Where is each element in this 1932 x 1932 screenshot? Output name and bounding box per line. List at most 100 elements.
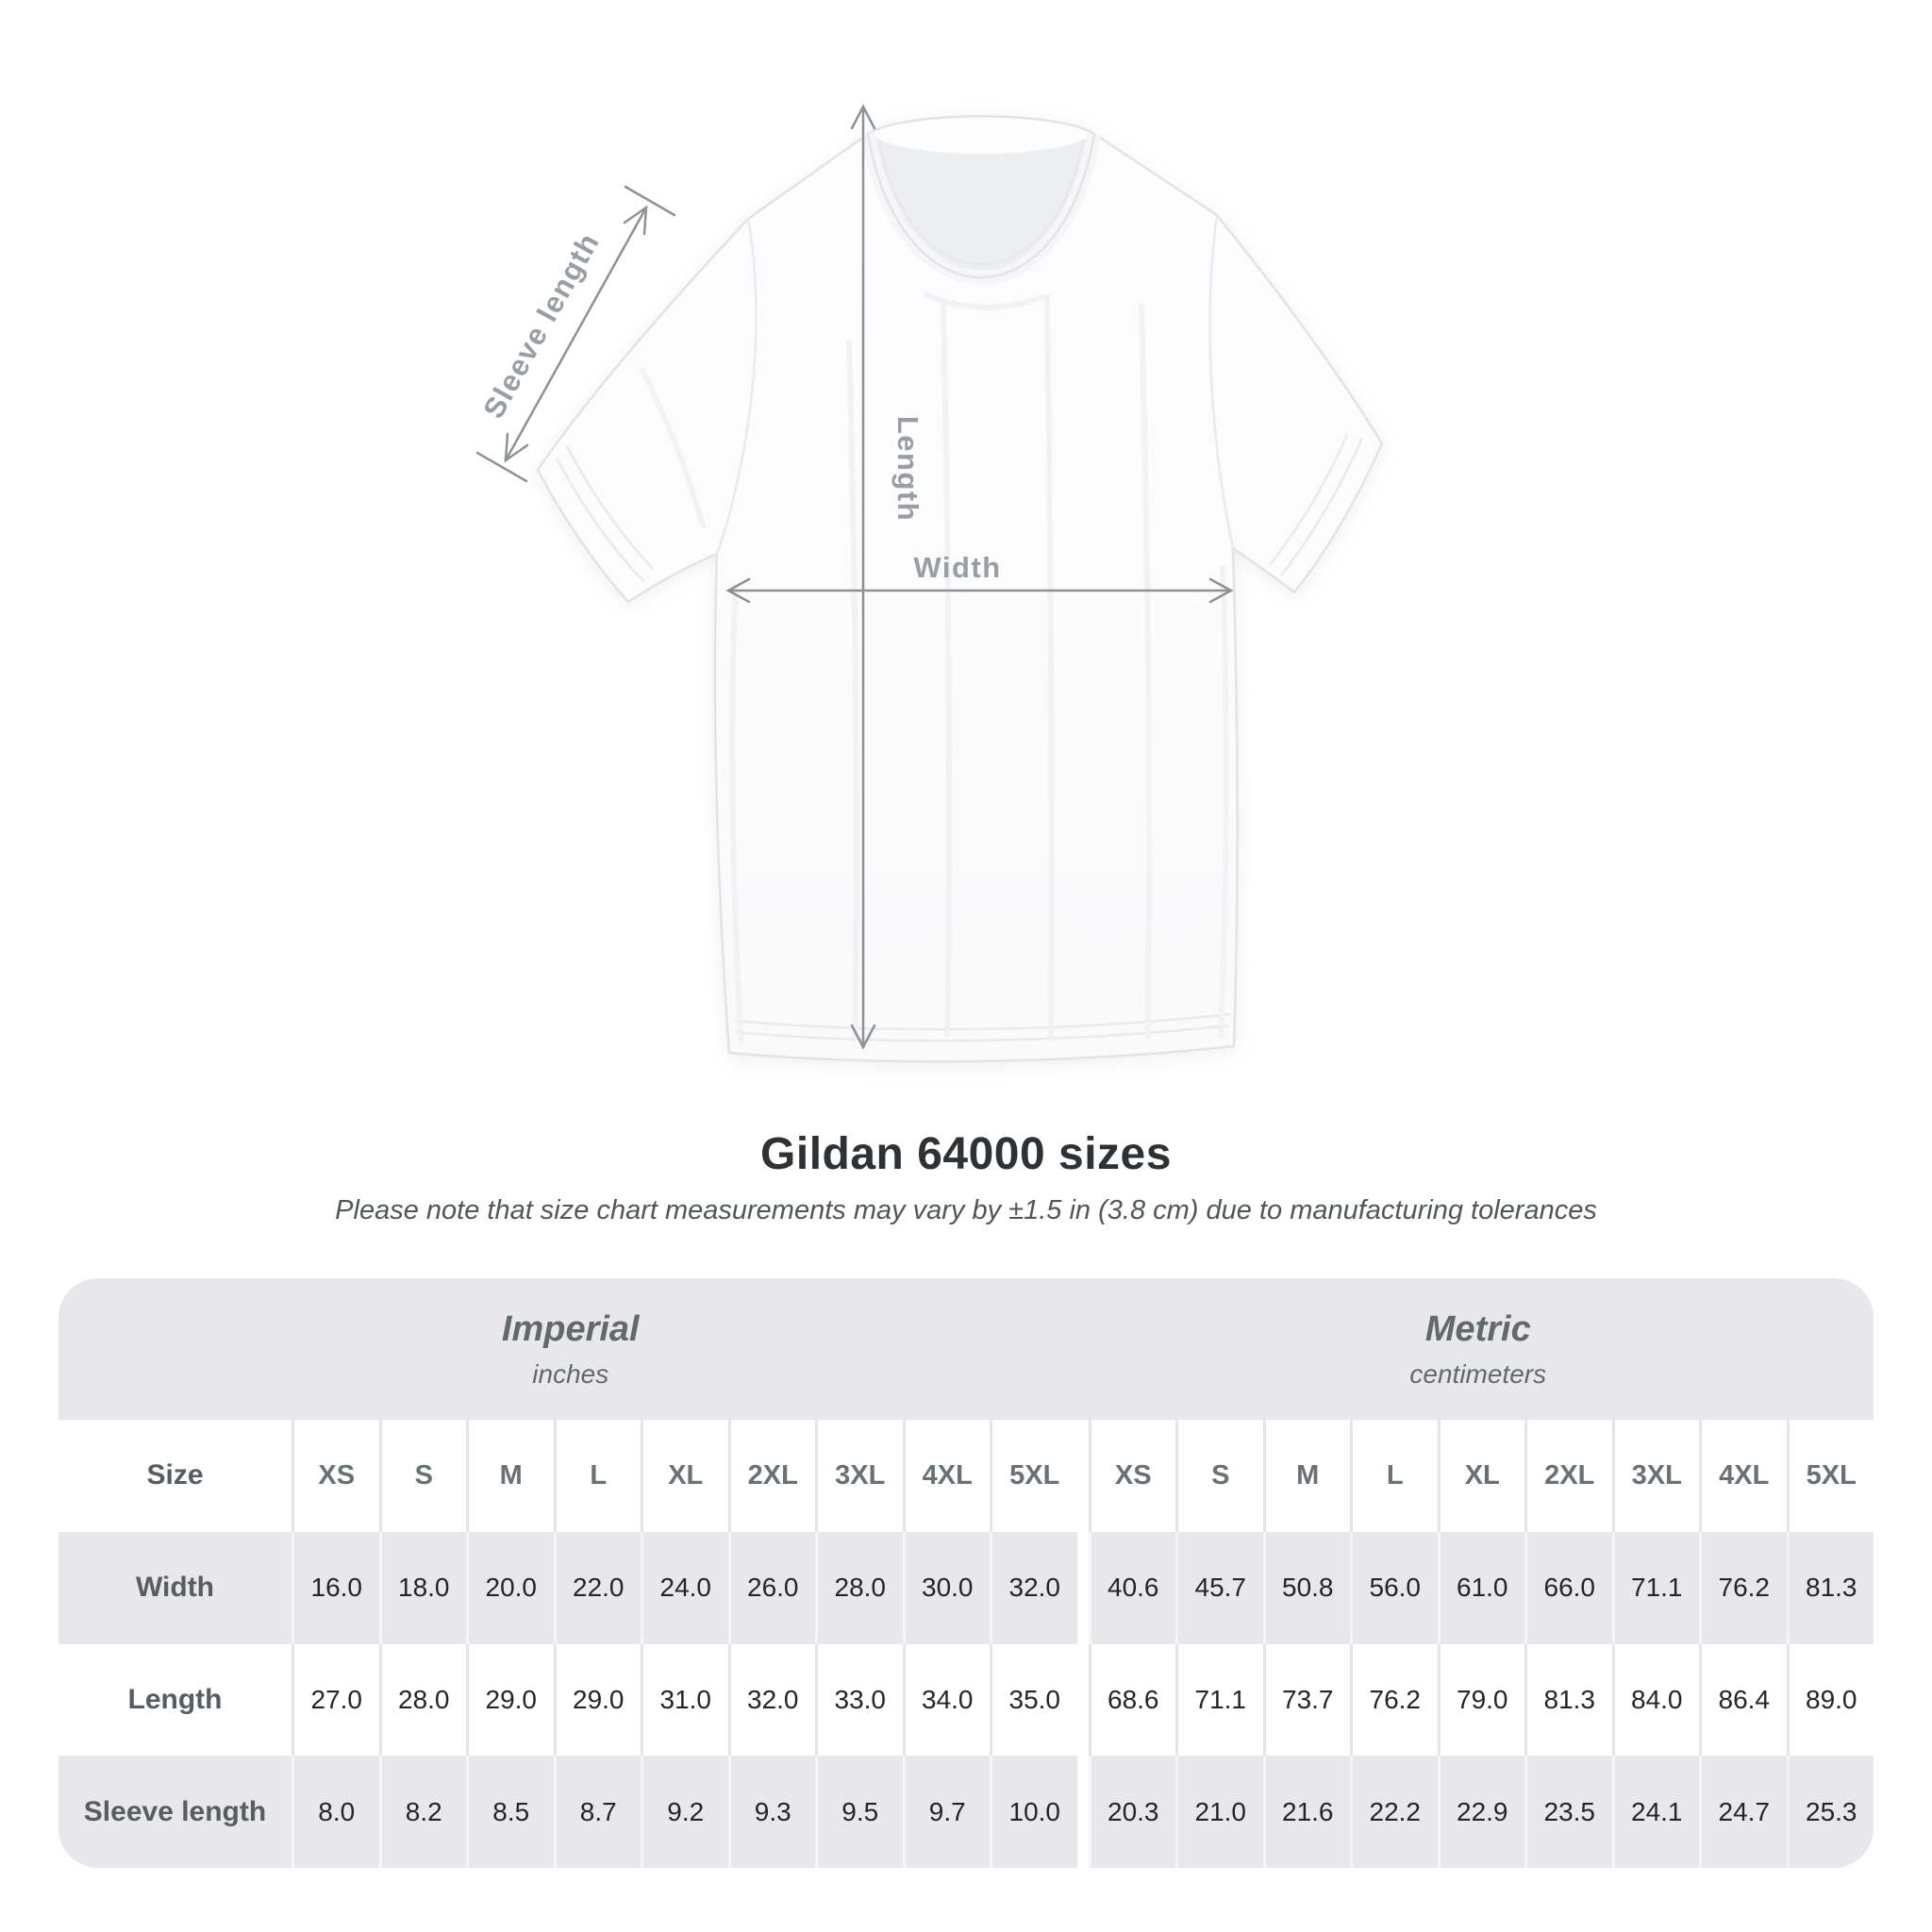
measurement-cell: 20.3: [1088, 1756, 1175, 1868]
measurement-cell: 31.0: [641, 1643, 728, 1757]
measurement-cell: 76.2: [1350, 1643, 1438, 1757]
measurement-cell: 50.8: [1262, 1531, 1350, 1644]
measurement-cell: 9.7: [902, 1756, 990, 1868]
size-header-imperial: L: [553, 1420, 641, 1532]
measurement-cell: 89.0: [1786, 1643, 1874, 1757]
size-header-metric: XS: [1088, 1420, 1175, 1532]
size-header-metric: 3XL: [1611, 1420, 1699, 1532]
measurement-cell: 71.1: [1175, 1643, 1263, 1757]
measurement-cell: 28.0: [378, 1643, 466, 1757]
size-header-metric: 4XL: [1699, 1420, 1787, 1532]
measurement-cell: 32.0: [727, 1643, 815, 1757]
size-header-metric: XL: [1437, 1420, 1524, 1532]
measurement-cell: 81.3: [1786, 1531, 1874, 1644]
fabric-folds: [639, 291, 1229, 1044]
measurement-cell: 61.0: [1437, 1531, 1524, 1644]
imperial-header: Imperial inches: [58, 1278, 1083, 1420]
unit-divider: [1076, 1643, 1089, 1757]
measurement-cell: 22.9: [1437, 1756, 1524, 1868]
collar-outer-edge: [866, 133, 1096, 279]
measurement-cell: 21.0: [1175, 1756, 1263, 1868]
measurement-cell: 9.2: [641, 1756, 728, 1868]
measurement-cell: 8.5: [466, 1756, 554, 1868]
collar-inner-edge: [878, 139, 1084, 266]
size-header-metric: S: [1175, 1420, 1263, 1532]
measurement-cell: 76.2: [1699, 1531, 1787, 1644]
tshirt-graphic: Sleeve length Length Width: [475, 104, 1384, 1063]
measurement-cell: 25.3: [1786, 1756, 1874, 1868]
size-header-metric: L: [1350, 1420, 1438, 1532]
measurement-cell: 40.6: [1088, 1531, 1175, 1644]
measurement-cell: 71.1: [1611, 1531, 1699, 1644]
measurement-cell: 9.3: [727, 1756, 815, 1868]
page-title: Gildan 64000 sizes: [760, 1129, 1172, 1179]
measurement-cell: 9.5: [815, 1756, 903, 1868]
measurement-cell: 30.0: [902, 1531, 990, 1644]
metric-header: Metric centimeters: [1083, 1278, 1874, 1420]
seam-lines: [555, 214, 1364, 1042]
size-header-metric: M: [1262, 1420, 1350, 1532]
neck-opening: [868, 134, 1094, 277]
measurement-cell: 66.0: [1524, 1531, 1612, 1644]
measurement-cell: 8.7: [553, 1756, 641, 1868]
measurement-cell: 84.0: [1611, 1643, 1699, 1757]
metric-unit-label: centimeters: [1409, 1358, 1547, 1389]
measurement-cell: 16.0: [291, 1531, 379, 1644]
size-header-metric: 2XL: [1524, 1420, 1612, 1532]
measurement-cell: 21.6: [1262, 1756, 1350, 1868]
imperial-label: Imperial: [501, 1308, 640, 1349]
measurement-cell: 34.0: [902, 1643, 990, 1757]
title-block: Gildan 64000 sizes Please note that size…: [0, 1128, 1932, 1226]
measurement-cell: 24.1: [1611, 1756, 1699, 1868]
size-header-imperial: XL: [641, 1420, 728, 1532]
width-arrow: [725, 577, 1234, 604]
measurement-cell: 24.0: [641, 1531, 728, 1644]
size-header-imperial: XS: [291, 1420, 379, 1532]
unit-header-band: Imperial inches Metric centimeters: [58, 1278, 1874, 1420]
length-label: Length: [891, 416, 924, 522]
measurement-cell: 28.0: [815, 1531, 903, 1644]
row-label: Sleeve length: [58, 1756, 291, 1868]
measurement-cell: 35.0: [990, 1643, 1077, 1757]
measurement-cell: 22.0: [553, 1531, 641, 1644]
unit-divider: [1076, 1756, 1089, 1868]
measurement-cell: 29.0: [466, 1643, 554, 1757]
size-header-imperial: S: [378, 1420, 466, 1532]
measurement-cell: 45.7: [1175, 1531, 1263, 1644]
measurement-cell: 81.3: [1524, 1643, 1612, 1757]
imperial-unit-label: inches: [532, 1358, 609, 1389]
measurement-cell: 73.7: [1262, 1643, 1350, 1757]
measurement-cell: 23.5: [1524, 1756, 1612, 1868]
measurement-cell: 79.0: [1437, 1643, 1524, 1757]
size-header-imperial: 2XL: [727, 1420, 815, 1532]
tolerance-note: Please note that size chart measurements…: [335, 1195, 1597, 1225]
measurement-cell: 68.6: [1088, 1643, 1175, 1757]
size-header-imperial: 4XL: [902, 1420, 990, 1532]
measurement-cell: 32.0: [990, 1531, 1077, 1644]
row-label: Width: [58, 1531, 291, 1644]
measurement-cell: 29.0: [553, 1643, 641, 1757]
sleeve-length-arrow: [475, 185, 676, 483]
measurement-cell: 56.0: [1350, 1531, 1438, 1644]
size-grid: Size XS S M L XL 2XL 3XL 4XL 5XL XS S M L XL 2XL 3XL 4XL 5…: [58, 1420, 1874, 1868]
measurement-cell: 22.2: [1350, 1756, 1438, 1868]
size-table: Imperial inches Metric centimeters Size X…: [58, 1278, 1874, 1868]
measurement-cell: 24.7: [1699, 1756, 1787, 1868]
size-header-metric: 5XL: [1786, 1420, 1874, 1532]
measurement-cell: 18.0: [378, 1531, 466, 1644]
unit-divider: [1076, 1531, 1089, 1644]
tshirt-silhouette: [536, 115, 1384, 1063]
metric-label: Metric: [1424, 1308, 1531, 1349]
size-header-imperial: M: [466, 1420, 554, 1532]
measurement-cell: 8.0: [291, 1756, 379, 1868]
row-label: Length: [58, 1643, 291, 1757]
measurement-cell: 26.0: [727, 1531, 815, 1644]
size-header-imperial: 3XL: [815, 1420, 903, 1532]
unit-divider: [1076, 1420, 1089, 1532]
width-label: Width: [913, 551, 1001, 584]
size-column-header: Size: [58, 1420, 291, 1532]
measurement-cell: 8.2: [378, 1756, 466, 1868]
measurement-cell: 33.0: [815, 1643, 903, 1757]
size-header-imperial: 5XL: [990, 1420, 1077, 1532]
